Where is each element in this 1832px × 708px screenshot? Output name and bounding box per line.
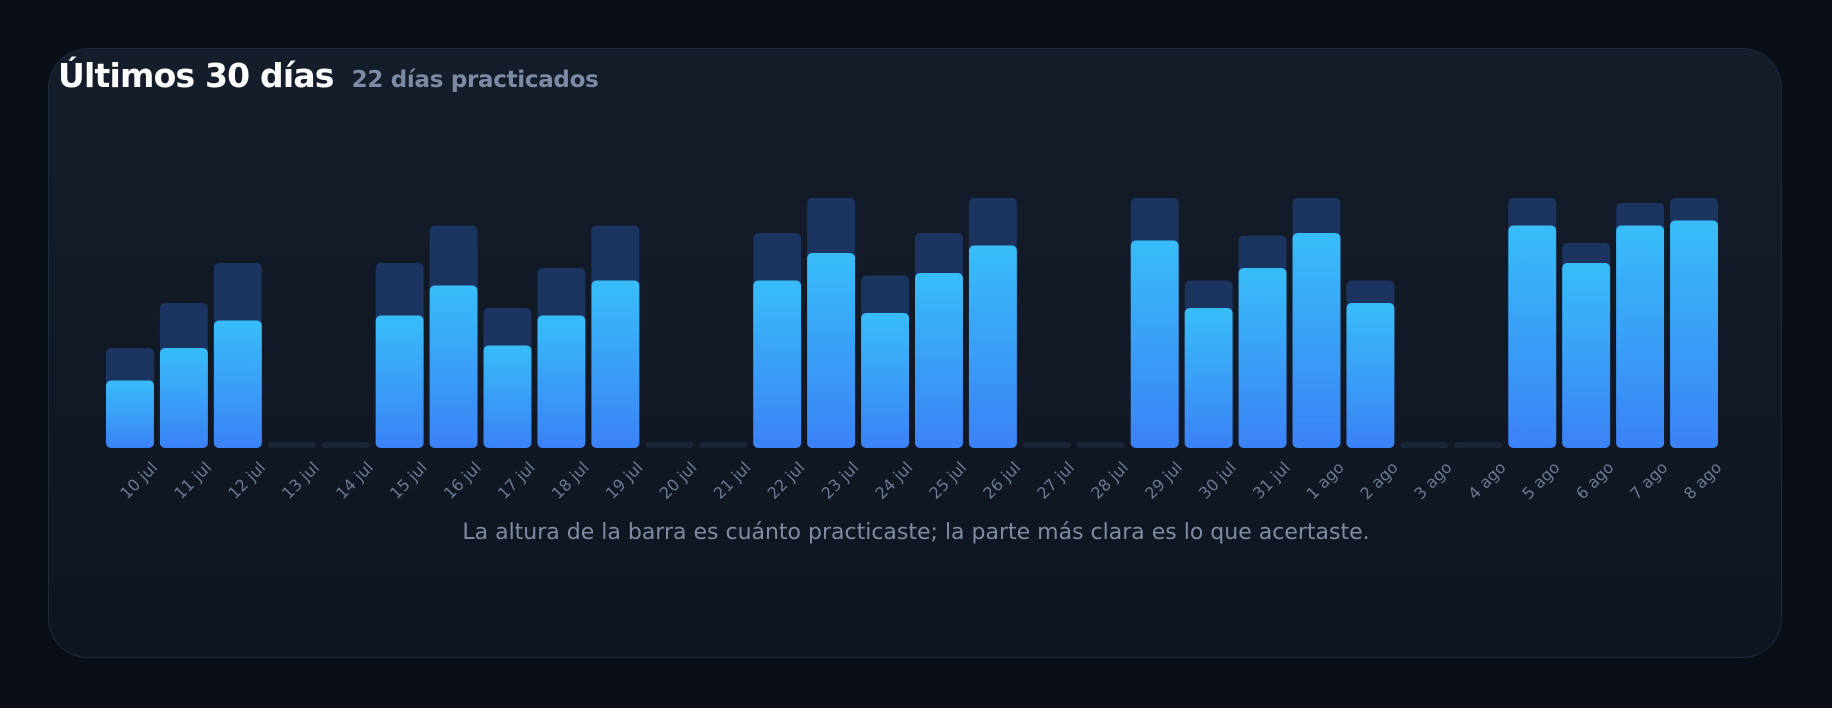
correct-bar <box>429 285 478 448</box>
correct-bar <box>213 320 262 448</box>
correct-bar <box>106 380 154 448</box>
x-tick-label: 8 ago <box>1680 458 1725 503</box>
correct-bar <box>968 245 1017 448</box>
x-tick-label: 6 ago <box>1572 458 1617 503</box>
x-tick-label: 22 jul <box>764 458 809 503</box>
x-tick-label: 16 jul <box>440 458 485 503</box>
empty-day-bar <box>1454 442 1503 448</box>
correct-bar <box>159 348 208 448</box>
x-tick-label: 15 jul <box>386 458 431 503</box>
x-tick-label: 19 jul <box>602 458 647 503</box>
empty-day-bar <box>1022 442 1071 448</box>
correct-bar <box>483 345 532 448</box>
x-tick-label: 26 jul <box>979 458 1024 503</box>
x-tick-label: 12 jul <box>224 458 269 503</box>
x-tick-label: 25 jul <box>925 458 970 503</box>
x-tick-label: 21 jul <box>710 458 755 503</box>
empty-day-bar <box>321 442 370 448</box>
x-tick-label: 2 ago <box>1356 458 1401 503</box>
x-tick-label: 11 jul <box>170 458 215 503</box>
correct-bar <box>861 313 909 448</box>
x-tick-label: 24 jul <box>871 458 916 503</box>
x-tick-label: 17 jul <box>494 458 539 503</box>
x-tick-label: 20 jul <box>656 458 701 503</box>
x-tick-label: 23 jul <box>817 458 862 503</box>
correct-bar <box>591 280 640 448</box>
correct-bar <box>1184 308 1233 448</box>
chart-title: Últimos 30 días <box>58 56 334 95</box>
x-tick-label: 31 jul <box>1249 458 1294 503</box>
x-tick-label: 30 jul <box>1195 458 1240 503</box>
x-tick-label: 29 jul <box>1141 458 1186 503</box>
empty-day-bar <box>1076 442 1125 448</box>
correct-bar <box>375 315 424 448</box>
chart-caption: La altura de la barra es cuánto practica… <box>462 520 1370 545</box>
x-tick-label: 10 jul <box>116 458 161 503</box>
correct-bar <box>537 315 586 448</box>
empty-day-bar <box>1400 442 1449 448</box>
chart-subtitle: 22 días practicados <box>351 67 599 93</box>
x-axis-ticks: 10 jul 11 jul 12 jul 13 jul 14 jul 15 jul 16 j… <box>116 458 1725 503</box>
x-tick-label: 13 jul <box>278 458 323 503</box>
empty-day-bar <box>267 442 316 448</box>
x-tick-label: 5 ago <box>1518 458 1563 503</box>
correct-bar <box>1616 225 1665 448</box>
x-tick-label: 28 jul <box>1087 458 1132 503</box>
correct-bar <box>1292 233 1341 448</box>
x-tick-label: 7 ago <box>1626 458 1671 503</box>
correct-bar <box>1346 303 1395 448</box>
correct-bar <box>753 280 802 448</box>
correct-bar <box>1508 225 1557 448</box>
correct-bar <box>807 253 856 448</box>
correct-bar <box>915 273 963 448</box>
correct-bar <box>1238 268 1287 448</box>
x-tick-label: 18 jul <box>548 458 593 503</box>
x-tick-label: 3 ago <box>1410 458 1455 503</box>
x-tick-label: 4 ago <box>1464 458 1509 503</box>
correct-bar <box>1130 240 1179 448</box>
empty-day-bar <box>645 442 694 448</box>
x-tick-label: 1 ago <box>1303 458 1348 503</box>
x-tick-label: 27 jul <box>1033 458 1078 503</box>
correct-bar <box>1562 263 1611 448</box>
chart-header: Últimos 30 días 22 días practicados <box>58 56 599 95</box>
correct-bar <box>1670 220 1718 448</box>
bars-group <box>106 198 1718 448</box>
empty-day-bar <box>699 442 748 448</box>
x-tick-label: 14 jul <box>332 458 377 503</box>
